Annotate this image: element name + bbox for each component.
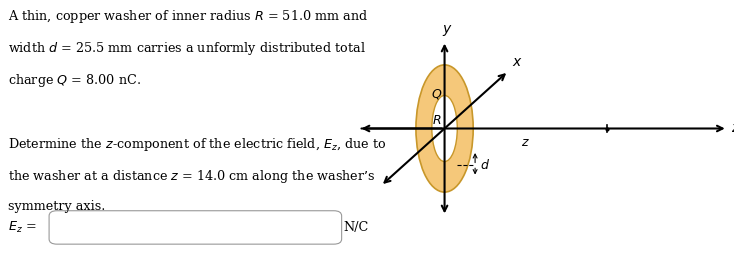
Text: charge $Q$ = 8.00 nC.: charge $Q$ = 8.00 nC. (8, 72, 141, 89)
Text: symmetry axis.: symmetry axis. (8, 200, 105, 214)
Text: $z$: $z$ (521, 136, 530, 149)
Text: $y$: $y$ (442, 23, 452, 38)
Ellipse shape (432, 95, 457, 162)
Ellipse shape (416, 65, 473, 192)
Text: N/C: N/C (344, 221, 369, 234)
Text: $d$: $d$ (480, 158, 490, 172)
Text: $z$: $z$ (731, 122, 734, 135)
Text: Determine the $z$-component of the electric field, $E_z$, due to: Determine the $z$-component of the elect… (8, 136, 386, 153)
Text: $Q$: $Q$ (432, 87, 443, 100)
Text: $x$: $x$ (512, 55, 523, 69)
Text: A thin, copper washer of inner radius $R$ = 51.0 mm and: A thin, copper washer of inner radius $R… (8, 8, 368, 25)
Text: $E_z$ =: $E_z$ = (8, 220, 37, 235)
Text: width $d$ = 25.5 mm carries a unformly distributed total: width $d$ = 25.5 mm carries a unformly d… (8, 40, 366, 57)
FancyBboxPatch shape (49, 211, 341, 244)
Text: the washer at a distance $z$ = 14.0 cm along the washer’s: the washer at a distance $z$ = 14.0 cm a… (8, 168, 375, 185)
Text: $R$: $R$ (432, 114, 441, 127)
